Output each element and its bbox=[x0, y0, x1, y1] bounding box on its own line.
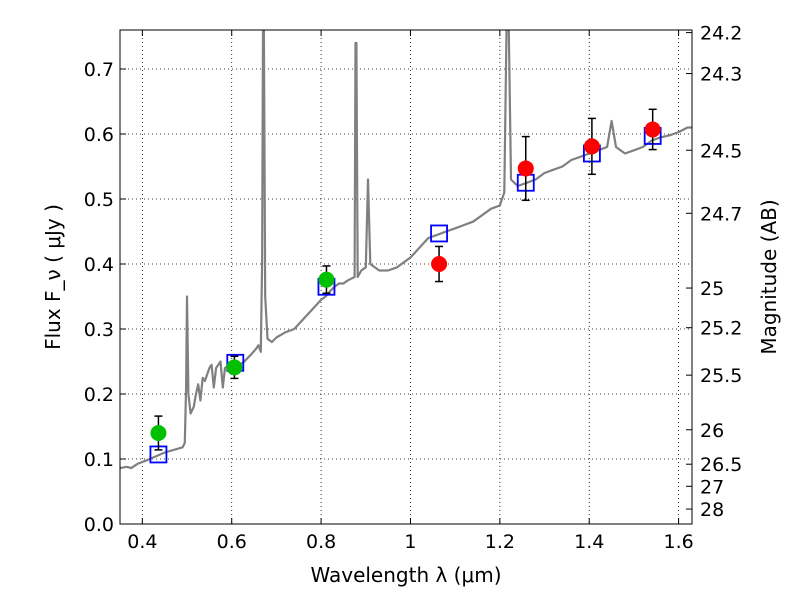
y-tick-label: 0.4 bbox=[84, 254, 114, 276]
observed-point-marker bbox=[318, 271, 335, 288]
y2-tick-label: 25.2 bbox=[700, 318, 742, 340]
x-tick-label: 1.4 bbox=[574, 531, 604, 553]
y-axis-left: 0.0 0.1 0.2 0.3 0.4 0.5 0.6 0.7 bbox=[84, 59, 126, 536]
model-square-marker bbox=[430, 224, 448, 243]
spectrum-layer bbox=[120, 30, 692, 470]
y2-tick-label: 26.5 bbox=[700, 454, 742, 476]
y-tick-label: 0.6 bbox=[84, 124, 114, 146]
plot-frame bbox=[119, 29, 693, 525]
y-tick-label: 0.5 bbox=[84, 189, 114, 211]
y-tick-label: 0.3 bbox=[84, 319, 114, 341]
x-tick-label: 1 bbox=[404, 531, 416, 553]
x-tick-label: 0.6 bbox=[217, 531, 247, 553]
y2-tick-label: 25 bbox=[700, 278, 724, 300]
y2-tick-label: 24.3 bbox=[700, 64, 742, 86]
y2-tick-label: 24.7 bbox=[700, 203, 742, 225]
y2-tick-label: 27 bbox=[700, 476, 724, 498]
y2-tick-label: 25.5 bbox=[700, 365, 742, 387]
y2-axis-title: Magnitude (AB) bbox=[757, 199, 781, 354]
observed-point-marker bbox=[517, 160, 534, 177]
points-layer bbox=[149, 108, 662, 464]
y2-tick-label: 28 bbox=[700, 499, 724, 521]
x-tick-label: 0.8 bbox=[306, 531, 336, 553]
observed-point-marker bbox=[644, 121, 661, 138]
y-tick-label: 0.7 bbox=[84, 59, 114, 81]
y-tick-label: 0.2 bbox=[84, 384, 114, 406]
y-tick-label: 0.0 bbox=[84, 514, 114, 536]
y-axis-title: Flux F_ν ( μJy ) bbox=[41, 204, 65, 350]
y2-tick-label: 26 bbox=[700, 420, 724, 442]
x-axis-title: Wavelength λ (μm) bbox=[310, 563, 501, 587]
x-tick-label: 1.2 bbox=[485, 531, 515, 553]
observed-point-marker bbox=[583, 138, 600, 155]
x-tick-label: 0.4 bbox=[127, 531, 157, 553]
y2-tick-label: 24.2 bbox=[700, 23, 742, 45]
y-tick-label: 0.1 bbox=[84, 449, 114, 471]
plot-background bbox=[120, 30, 692, 524]
spectrum-line bbox=[120, 30, 692, 470]
observed-point-marker bbox=[150, 425, 167, 441]
y2-tick-label: 24.5 bbox=[700, 140, 742, 162]
x-axis: 0.4 0.6 0.8 1 1.2 1.4 1.6 bbox=[127, 30, 694, 553]
x-tick-label: 1.6 bbox=[663, 531, 693, 553]
observed-point-marker bbox=[431, 256, 448, 272]
observed-point-marker bbox=[226, 359, 243, 376]
